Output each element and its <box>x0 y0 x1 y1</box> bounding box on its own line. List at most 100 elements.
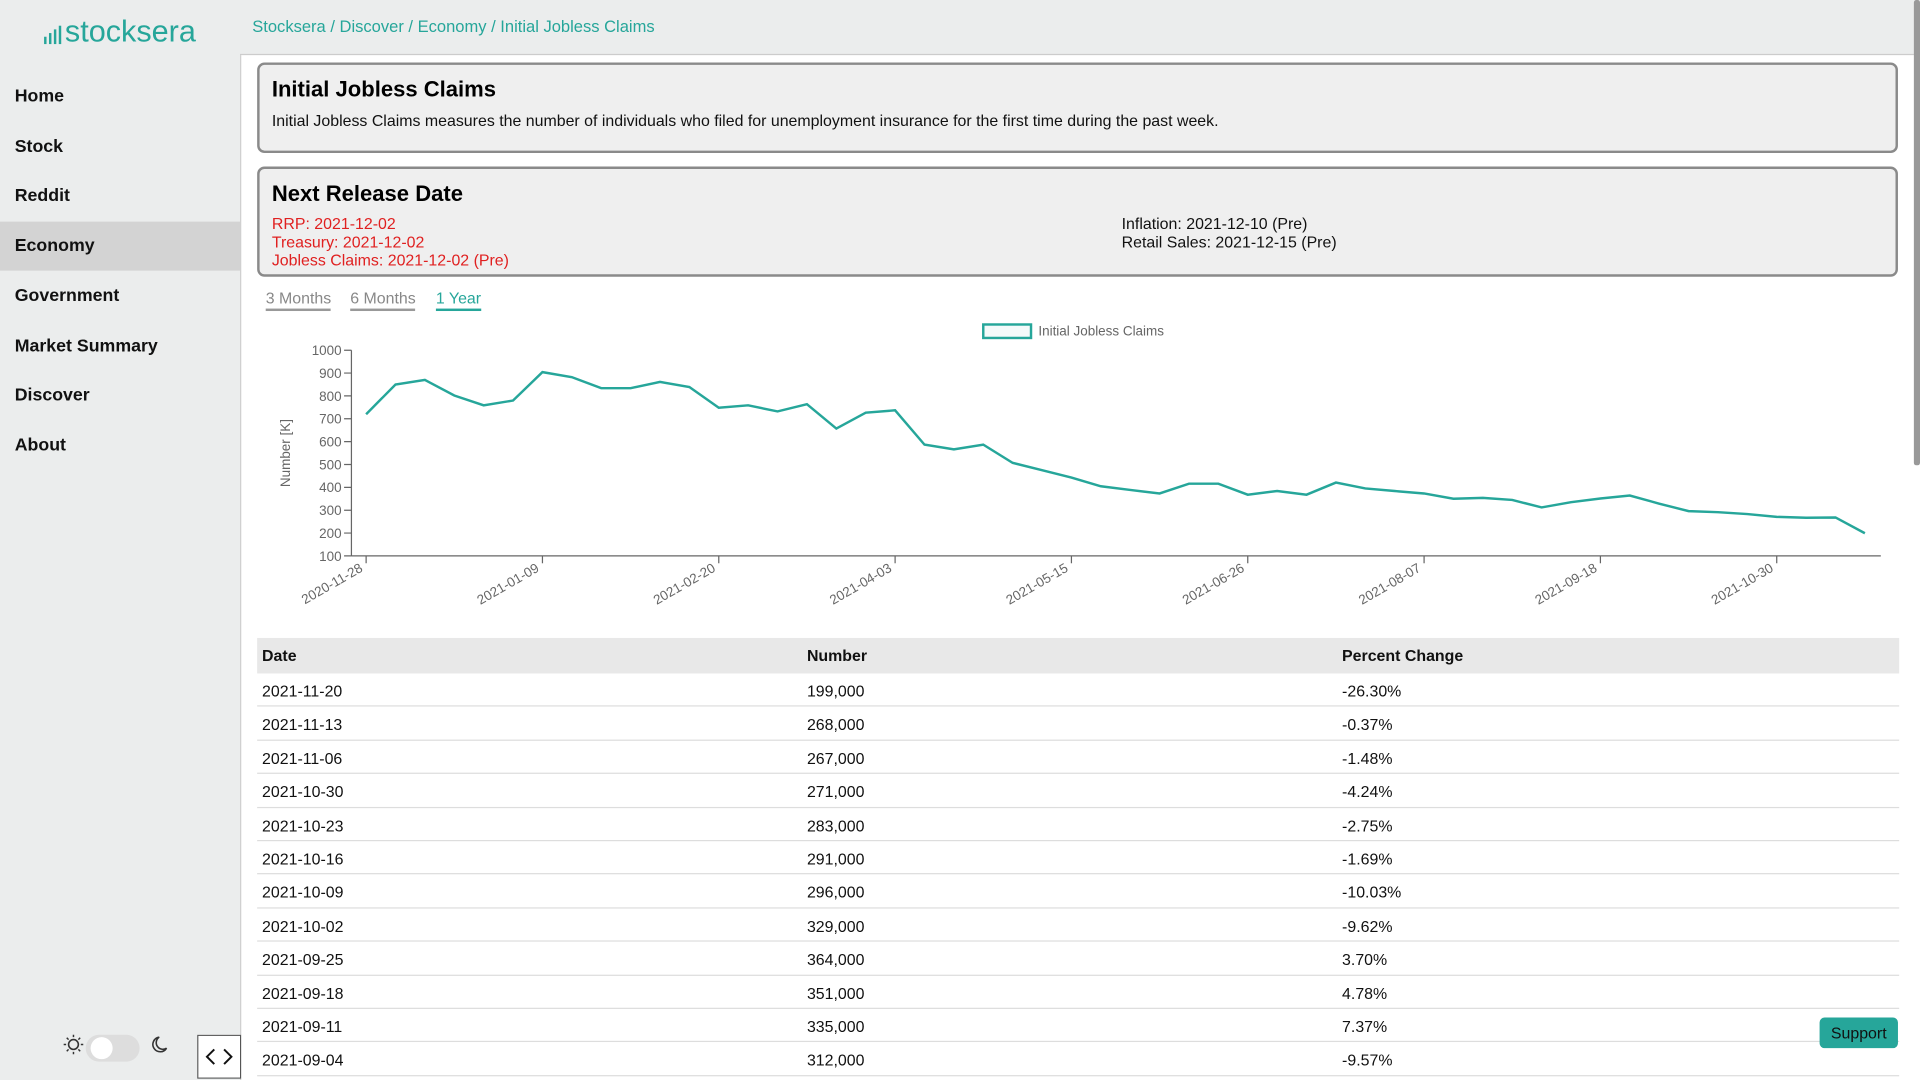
table-row: 2021-09-25 364,000 3.70% <box>257 942 1900 976</box>
table-row: 2021-11-20 199,000 -26.30% <box>257 673 1900 708</box>
code-button[interactable] <box>197 1034 242 1079</box>
table-cell: 2021-11-13 <box>262 715 343 734</box>
table-cell: 2021-11-06 <box>262 749 343 768</box>
logo-text[interactable]: stocksera <box>64 14 196 49</box>
x-tick-label: 2021-06-26 <box>1180 560 1247 607</box>
nav-item[interactable]: Stock <box>14 136 64 157</box>
theme-toggle[interactable] <box>61 1032 171 1064</box>
release-item: Treasury: 2021-12-02 <box>271 232 425 252</box>
y-tick-label: 600 <box>319 435 341 450</box>
data-table: Date Number Percent Change 2021-11-20 199,00… <box>257 637 1900 1080</box>
x-tick-label: 2021-10-30 <box>1709 560 1776 607</box>
legend-label: Initial Jobless Claims <box>1038 324 1164 339</box>
table-cell: 3.70% <box>1342 950 1388 969</box>
range-tab[interactable]: 1 Year <box>435 289 482 312</box>
table-cell: 364,000 <box>806 950 865 969</box>
nav-item[interactable]: Economy <box>0 221 241 271</box>
table-cell: 2021-09-18 <box>262 983 344 1003</box>
table-cell: -26.30% <box>1342 682 1402 701</box>
chart: 100 200 300 400 500 600 700 800 900 1000 2020-11-2… <box>278 323 1881 608</box>
table-cell: 291,000 <box>806 849 865 869</box>
table-cell: 2021-10-16 <box>262 849 344 869</box>
table-row: 2021-10-30 271,000 -4.24% <box>257 774 1900 808</box>
table-row: 2021-10-02 329,000 -9.62% <box>257 908 1900 942</box>
release-item: Retail Sales: 2021-12-15 (Pre) <box>1121 232 1337 252</box>
x-tick-label: 2021-05-15 <box>1003 560 1070 607</box>
release-right: Inflation: 2021-12-10 (Pre) Retail Sales:… <box>1122 214 1337 251</box>
nav-item[interactable]: About <box>14 435 66 456</box>
table-cell: 2021-10-23 <box>262 816 344 835</box>
y-tick-label: 400 <box>319 480 341 495</box>
range-tab[interactable]: 3 Months <box>265 289 332 312</box>
table-row: 2021-11-06 267,000 -1.48% <box>257 741 1900 775</box>
table-cell: 267,000 <box>806 749 865 768</box>
release-item: Inflation: 2021-12-10 (Pre) <box>1121 214 1308 233</box>
nav-item[interactable]: Discover <box>14 385 90 406</box>
table-header: Date Number Percent Change <box>257 637 1900 674</box>
table-cell: 329,000 <box>806 916 865 936</box>
table-cell: 2021-10-30 <box>262 782 344 802</box>
release-item: Jobless Claims: 2021-12-02 (Pre) <box>271 251 509 270</box>
table-row: 2021-10-09 296,000 -10.03% <box>257 875 1900 909</box>
nav-item[interactable]: Market Summary <box>14 336 158 356</box>
table-row: 2021-09-18 351,000 4.78% <box>257 975 1900 1009</box>
y-tick-label: 100 <box>319 549 341 564</box>
table-row: 2021-10-23 283,000 -2.75% <box>257 808 1900 842</box>
x-tick-label: 2021-09-18 <box>1532 560 1599 607</box>
range-tab[interactable]: 6 Months <box>350 289 416 312</box>
logo[interactable]: stocksera <box>44 15 196 51</box>
table-cell: -0.37% <box>1342 715 1393 734</box>
table-cell: 351,000 <box>806 983 865 1003</box>
table-row: 2021-08-28345,000-2.54% <box>257 1076 1899 1080</box>
table-row: 2021-09-11 335,000 7.37% <box>257 1009 1900 1043</box>
info-title: Initial Jobless Claims <box>271 77 497 102</box>
table-cell: -2.75% <box>1342 816 1393 835</box>
support-button[interactable]: Support <box>1819 1017 1898 1049</box>
table-row: 2021-10-16 291,000 -1.69% <box>257 841 1900 875</box>
legend-swatch <box>982 323 1033 340</box>
table-row: 2021-09-04 312,000 -9.57% <box>257 1042 1900 1076</box>
table-cell: 2021-09-11 <box>262 1017 343 1036</box>
y-axis-label: Number [K] <box>278 419 293 487</box>
table-cell: -9.57% <box>1342 1050 1393 1070</box>
table-cell: 2021-09-04 <box>262 1050 344 1070</box>
table-cell: 2021-10-02 <box>262 916 344 936</box>
table-cell: 296,000 <box>806 883 865 902</box>
header-cell: Date <box>262 646 297 665</box>
y-tick-label: 900 <box>319 366 341 381</box>
table-cell: 283,000 <box>806 816 865 835</box>
release-title: Next Release Date <box>271 181 463 206</box>
table-cell: 2021-11-20 <box>262 682 343 701</box>
release-box: Next Release Date RRP: 2021-12-02 Treasur… <box>257 166 1898 277</box>
breadcrumb[interactable]: Stocksera / Discover / Economy / Initial… <box>252 17 655 36</box>
x-tick-label: 2021-08-07 <box>1356 560 1423 607</box>
info-box: Initial Jobless Claims Initial Jobless C… <box>257 62 1898 154</box>
line <box>365 370 1866 535</box>
nav-item[interactable]: Reddit <box>14 186 70 207</box>
table-cell: -10.03% <box>1342 883 1402 902</box>
table-cell: -1.69% <box>1342 849 1393 869</box>
table-cell: 312,000 <box>806 1050 865 1070</box>
y-tick-label: 800 <box>319 389 341 404</box>
table-cell: 4.78% <box>1342 983 1388 1003</box>
release-item: RRP: 2021-12-02 <box>271 214 396 233</box>
x-tick-label: 2021-01-09 <box>474 560 541 607</box>
y-tick-label: 300 <box>319 503 341 518</box>
y-tick-label: 500 <box>319 457 341 472</box>
header-cell: Percent Change <box>1342 646 1464 665</box>
nav-item[interactable]: Home <box>14 86 65 107</box>
table-cell: 199,000 <box>806 682 865 701</box>
table-cell: 271,000 <box>806 782 865 802</box>
table-cell: 268,000 <box>806 715 865 734</box>
table-cell: 2021-09-25 <box>262 950 344 969</box>
table-cell: -9.62% <box>1342 916 1393 936</box>
table-cell: 7.37% <box>1342 1017 1388 1036</box>
release-left: RRP: 2021-12-02 Treasury: 2021-12-02 Joble… <box>272 214 509 269</box>
info-description: Initial Jobless Claims measures the numb… <box>271 111 1219 130</box>
x-tick-label: 2020-11-28 <box>299 560 365 607</box>
x-tick-label: 2021-04-03 <box>827 560 894 607</box>
scrollbar[interactable] <box>1913 0 1920 466</box>
nav-item[interactable]: Government <box>14 286 120 306</box>
